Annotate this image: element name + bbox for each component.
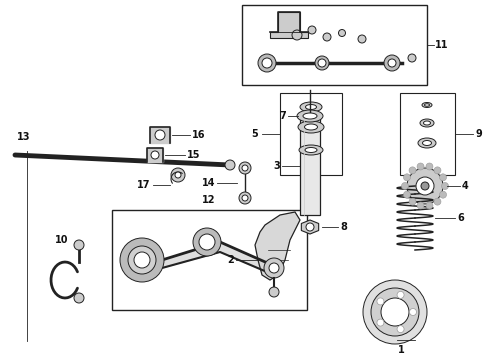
Circle shape xyxy=(377,319,384,326)
Text: 5: 5 xyxy=(251,129,258,139)
Circle shape xyxy=(239,162,251,174)
Text: 16: 16 xyxy=(192,130,205,140)
Bar xyxy=(112,210,307,310)
Circle shape xyxy=(292,30,302,40)
Circle shape xyxy=(397,325,404,333)
Circle shape xyxy=(199,234,215,250)
Circle shape xyxy=(193,228,221,256)
Circle shape xyxy=(171,168,185,182)
Ellipse shape xyxy=(300,102,322,112)
Circle shape xyxy=(416,177,434,195)
Circle shape xyxy=(128,246,156,274)
Circle shape xyxy=(434,167,441,174)
Circle shape xyxy=(225,160,235,170)
Circle shape xyxy=(384,55,400,71)
Ellipse shape xyxy=(423,121,431,125)
Ellipse shape xyxy=(303,113,317,119)
Circle shape xyxy=(134,252,150,268)
Bar xyxy=(242,5,427,85)
Circle shape xyxy=(410,309,416,315)
Circle shape xyxy=(155,130,165,140)
Circle shape xyxy=(409,198,416,205)
Bar xyxy=(300,116,320,215)
Text: 1: 1 xyxy=(398,345,405,355)
Polygon shape xyxy=(162,242,272,272)
Circle shape xyxy=(242,165,248,171)
Text: 4: 4 xyxy=(462,181,469,191)
Text: 14: 14 xyxy=(201,178,215,188)
Polygon shape xyxy=(255,212,300,280)
Text: 13: 13 xyxy=(17,132,30,142)
Circle shape xyxy=(269,287,279,297)
Circle shape xyxy=(408,54,416,62)
Circle shape xyxy=(306,223,314,231)
Circle shape xyxy=(315,56,329,70)
Circle shape xyxy=(434,198,441,205)
Circle shape xyxy=(258,54,276,72)
Circle shape xyxy=(339,30,345,36)
Circle shape xyxy=(403,191,411,198)
Ellipse shape xyxy=(422,103,432,108)
Circle shape xyxy=(417,163,424,170)
Ellipse shape xyxy=(424,104,430,106)
Circle shape xyxy=(239,192,251,204)
Circle shape xyxy=(74,293,84,303)
Ellipse shape xyxy=(299,145,323,155)
Polygon shape xyxy=(301,220,319,234)
Circle shape xyxy=(409,167,416,174)
Ellipse shape xyxy=(304,124,318,130)
Circle shape xyxy=(175,172,181,178)
Circle shape xyxy=(407,168,443,204)
Text: 17: 17 xyxy=(137,180,150,190)
Circle shape xyxy=(426,202,433,209)
Ellipse shape xyxy=(420,119,434,127)
Circle shape xyxy=(397,291,404,298)
Text: 3: 3 xyxy=(273,161,280,171)
Ellipse shape xyxy=(418,138,436,148)
Text: 2: 2 xyxy=(227,255,234,265)
Text: 8: 8 xyxy=(340,222,347,232)
Circle shape xyxy=(264,258,284,278)
Text: 12: 12 xyxy=(202,195,216,205)
Circle shape xyxy=(401,183,409,189)
Polygon shape xyxy=(270,12,308,38)
Text: 10: 10 xyxy=(55,235,69,245)
Ellipse shape xyxy=(297,110,323,122)
Circle shape xyxy=(421,182,429,190)
Circle shape xyxy=(120,238,164,282)
Circle shape xyxy=(242,195,248,201)
Bar xyxy=(400,93,455,175)
Circle shape xyxy=(358,35,366,43)
Text: 9: 9 xyxy=(475,129,482,139)
Text: 11: 11 xyxy=(435,40,448,50)
Circle shape xyxy=(441,183,448,189)
Circle shape xyxy=(323,33,331,41)
Text: 6: 6 xyxy=(457,213,464,223)
Ellipse shape xyxy=(298,121,324,133)
Circle shape xyxy=(74,240,84,250)
Ellipse shape xyxy=(305,148,317,153)
Ellipse shape xyxy=(422,140,432,145)
Text: 7: 7 xyxy=(279,111,286,121)
Circle shape xyxy=(403,174,411,181)
Bar xyxy=(280,93,342,175)
Polygon shape xyxy=(147,148,163,162)
Circle shape xyxy=(308,26,316,34)
Circle shape xyxy=(269,263,279,273)
Text: 15: 15 xyxy=(187,150,200,160)
Circle shape xyxy=(262,58,272,68)
Circle shape xyxy=(318,59,326,67)
Circle shape xyxy=(417,202,424,209)
Ellipse shape xyxy=(305,104,317,109)
Circle shape xyxy=(440,174,446,181)
Circle shape xyxy=(363,280,427,344)
Circle shape xyxy=(381,298,409,326)
Circle shape xyxy=(388,59,396,67)
Polygon shape xyxy=(150,127,170,143)
Circle shape xyxy=(440,191,446,198)
Circle shape xyxy=(426,163,433,170)
Circle shape xyxy=(371,288,419,336)
Circle shape xyxy=(151,151,159,159)
Circle shape xyxy=(377,298,384,305)
